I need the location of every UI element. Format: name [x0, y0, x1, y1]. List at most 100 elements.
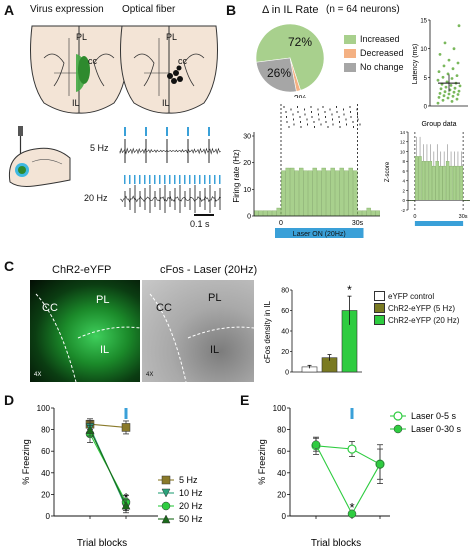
group-title: Group data	[421, 121, 456, 128]
latency-point	[438, 53, 442, 56]
firing-xtick-0: 0	[279, 220, 283, 227]
e-ytick-label: 40	[277, 469, 286, 478]
d-legend-marker-50-hz	[161, 514, 171, 524]
optical-fiber-title: Optical fiber	[122, 4, 176, 15]
laser-pulse-20hz	[174, 175, 176, 184]
group-ytick-label: 6	[402, 169, 405, 174]
laser-pulse-20hz	[194, 175, 196, 184]
firing-bar	[353, 170, 358, 217]
latency-point	[442, 64, 446, 68]
pie-label-increased: 72%	[288, 35, 312, 49]
panel-letter-d: D	[4, 392, 15, 408]
firing-bar	[294, 170, 299, 217]
d-ytick-label: 20	[41, 490, 50, 499]
pie-slice-increased	[255, 23, 325, 91]
legend-swatch-no-change	[344, 62, 356, 72]
e-laser-marker	[350, 408, 354, 419]
d-legend-label-50-hz: 50 Hz	[179, 514, 203, 524]
laser-pulse-5hz	[145, 127, 147, 136]
group-bar	[439, 165, 443, 201]
d-legend-marker-5-hz	[161, 475, 171, 485]
group-bar	[445, 161, 450, 201]
panel-letter-b: B	[226, 2, 237, 18]
latency-point	[443, 90, 447, 94]
brain-section-diagrams	[30, 25, 218, 114]
group-bar	[428, 161, 433, 201]
firing-ytick-label: 30	[243, 134, 251, 141]
e-point-laser-0-30-s	[311, 440, 321, 449]
cfos-legend-label-control: eYFP control	[388, 291, 435, 301]
d-line-5-hz	[89, 423, 127, 428]
d-ytick-label: 60	[41, 447, 50, 456]
cfos-magnification: 4X	[146, 372, 154, 378]
group-laser-bar	[414, 221, 464, 226]
firing-bar	[254, 210, 259, 217]
d-ylabel: % Freezing	[21, 439, 31, 485]
latency-point	[443, 41, 447, 45]
d-significance-star: *	[123, 490, 128, 505]
latency-point	[436, 78, 440, 82]
firing-bar	[303, 170, 308, 217]
region-label-cc-left: cc	[88, 56, 97, 66]
firing-bar	[263, 210, 268, 217]
d-laser-marker	[124, 408, 128, 419]
firing-bar	[326, 170, 331, 217]
e-point-laser-0-5-s	[347, 444, 357, 454]
e-ylabel: % Freezing	[257, 439, 267, 485]
panel-letter-e: E	[240, 392, 250, 408]
cfos-ytick-label: 80	[281, 288, 289, 295]
d-point-50-hz	[121, 500, 131, 510]
latency-ytick-label: 0	[424, 105, 428, 111]
cfos-ytick-label: 40	[281, 329, 289, 336]
cfos-legend: eYFP control ChR2-eYFP (5 Hz) ChR2-eYFP …	[374, 290, 459, 326]
latency-point	[457, 89, 461, 93]
mouse-brain-fiber-diagram	[8, 126, 71, 187]
group-bar	[425, 161, 429, 201]
laser-pulse-5hz	[124, 127, 126, 136]
region-label-pl-right: PL	[166, 32, 178, 42]
group-ytick-label: 0	[402, 198, 405, 203]
firing-ytick-label: 0	[247, 214, 251, 221]
d-legend-marker-20-hz	[161, 501, 171, 511]
virus-expression-title: Virus expression	[30, 4, 104, 15]
latency-point	[441, 75, 445, 79]
group-bar	[418, 156, 422, 201]
laser-pulse-20hz	[199, 175, 201, 184]
firing-xtick-30s: 30s	[352, 220, 364, 227]
firing-bar	[290, 167, 295, 217]
e-ytick-label: 100	[273, 404, 287, 413]
firing-bar	[339, 167, 344, 217]
d-point-5-hz	[121, 423, 131, 432]
group-bar	[435, 161, 439, 201]
e-ytick-label: 60	[277, 447, 286, 456]
latency-point	[450, 100, 454, 103]
scale-bar-label: 0.1 s	[190, 219, 210, 229]
laser-pulse-20hz	[144, 175, 146, 184]
e-point-laser-0-30-s	[375, 459, 385, 469]
spike-traces	[119, 127, 221, 216]
panel-letter-a: A	[4, 2, 15, 18]
legend-label-decreased: Decreased	[360, 48, 404, 58]
e-ytick-label: 0	[282, 512, 287, 521]
panel-letter-c: C	[4, 258, 15, 274]
brain-section-left	[30, 25, 128, 114]
d-legend-marker-10-hz	[161, 488, 171, 498]
firing-bar	[308, 170, 313, 217]
latency-scatter: 0 5 10 15 Latency (ms)	[412, 19, 468, 111]
laser-pulse-20hz	[149, 175, 151, 184]
d-legend-label-10-hz: 10 Hz	[179, 488, 203, 498]
firing-bar	[357, 210, 362, 217]
group-bar	[414, 156, 419, 201]
d-point-50-hz	[85, 425, 95, 434]
e-ytick-label: 20	[277, 490, 286, 499]
group-bar	[456, 165, 460, 201]
laser-pulse-20hz	[159, 175, 161, 184]
chr2-label-il: IL	[100, 344, 110, 356]
latency-ytick-label: 5	[424, 76, 428, 82]
latency-point	[455, 97, 459, 101]
e-legend-marker-laser-0-5-s	[393, 411, 403, 421]
firing-bar	[258, 210, 263, 217]
e-point-laser-0-30-s	[347, 509, 357, 519]
firing-bar	[335, 170, 340, 217]
cfos-label-cc: CC	[156, 302, 172, 314]
